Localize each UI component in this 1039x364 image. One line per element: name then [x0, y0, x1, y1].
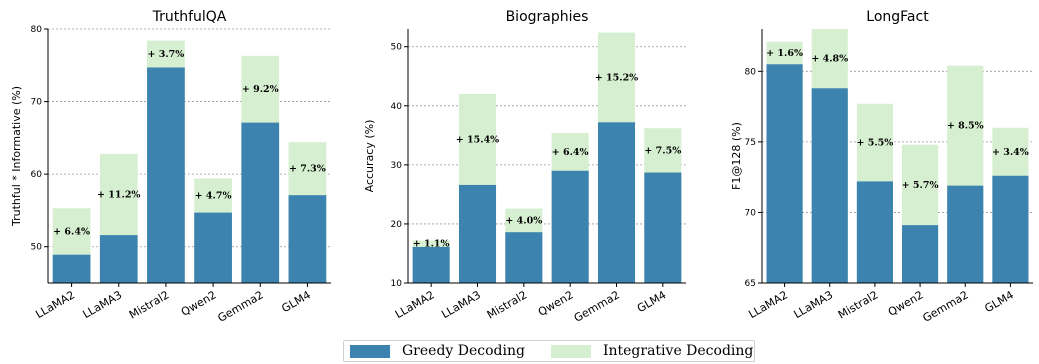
panel3-delta-label-qwen2: + 5.7% [902, 180, 939, 191]
panel2-xtick-label-llama2: LLaMA2 [393, 288, 437, 321]
panel2-delta-label-llama2: + 1.1% [413, 239, 450, 250]
panel2-xtick-label-llama3: LLaMA3 [439, 288, 483, 321]
panel2-ytick-label: 20 [391, 220, 403, 230]
panel3-xtick-label-mistral2: Mistral2 [836, 288, 881, 321]
panel2-ylabel: Accuracy (%) [363, 120, 376, 193]
legend-label-greedy: Greedy Decoding [402, 343, 525, 359]
panel3-ytick-label: 80 [745, 67, 757, 77]
panel3-ytick-label: 65 [745, 279, 756, 289]
panel2-delta-label-qwen2: + 6.4% [552, 147, 589, 158]
panel1-delta-label-glm4: + 7.3% [289, 164, 326, 175]
panel3-bar-greedy-qwen2 [902, 225, 939, 283]
panel3-ylabel: F1@128 (%) [730, 122, 743, 190]
panel2-bar-greedy-llama3 [458, 184, 497, 283]
panel1-xtick-label-llama2: LLaMA2 [33, 288, 77, 321]
panel1-xtick-label-qwen2: Qwen2 [179, 288, 219, 318]
panel3-ytick-label: 70 [745, 208, 757, 218]
panel2-ytick-label: 10 [391, 279, 403, 289]
panel3-xtick-label-qwen2: Qwen2 [886, 288, 926, 318]
panel3-bar-greedy-llama2 [766, 64, 803, 284]
panel3-xtick-label-llama3: LLaMA3 [791, 288, 835, 321]
panel2-delta-label-llama3: + 15.4% [456, 134, 499, 145]
panel3-title: LongFact [866, 9, 929, 25]
legend-label-integrative: Integrative Decoding [602, 343, 754, 359]
panel1-ylabel: Truthful * Informative (%) [10, 86, 23, 227]
legend: Greedy Decoding Integrative Decoding [343, 340, 755, 362]
panel2-xtick-label-mistral2: Mistral2 [485, 288, 530, 321]
panel1-delta-label-llama3: + 11.2% [97, 189, 140, 200]
panel3-delta-label-mistral2: + 5.5% [857, 138, 894, 149]
panel1-delta-label-qwen2: + 4.7% [195, 191, 232, 202]
panel2-bar-greedy-mistral2 [505, 232, 543, 283]
panel1-bar-greedy-mistral2 [147, 67, 185, 283]
panel3-xtick-label-llama2: LLaMA2 [746, 288, 790, 321]
panel1-xtick-label-glm4: GLM4 [279, 288, 312, 315]
panel2-delta-label-gemma2: + 15.2% [595, 72, 638, 83]
panel3-bar-greedy-llama3 [811, 88, 848, 284]
legend-item-integrative: Integrative Decoding [550, 343, 754, 359]
panel2-bar-greedy-glm4 [644, 172, 682, 283]
panel2-title: Biographies [506, 9, 589, 25]
panel3-bar-greedy-glm4 [992, 175, 1029, 283]
panel2-delta-label-mistral2: + 4.0% [505, 215, 542, 226]
panel1-delta-label-llama2: + 6.4% [53, 226, 90, 237]
panel2-xtick-label-gemma2: Gemma2 [572, 288, 622, 324]
panel2-bar-greedy-qwen2 [551, 170, 589, 283]
panel1-bar-greedy-qwen2 [194, 212, 232, 283]
panel3-delta-label-glm4: + 3.4% [992, 147, 1029, 158]
panel1-ytick-label: 80 [31, 25, 43, 35]
legend-item-greedy: Greedy Decoding [350, 343, 525, 359]
panel3-bar-greedy-mistral2 [856, 181, 893, 283]
panel3-bar-greedy-gemma2 [947, 185, 984, 283]
panel1-ytick-label: 70 [31, 98, 43, 108]
panel2-delta-label-glm4: + 7.5% [644, 145, 681, 156]
panel1-bar-greedy-glm4 [288, 195, 327, 283]
panel1-bar-greedy-gemma2 [241, 122, 280, 283]
panel2-xtick-label-glm4: GLM4 [635, 288, 668, 315]
panel3-xtick-label-gemma2: Gemma2 [921, 288, 971, 324]
panel2-ytick-label: 30 [391, 161, 403, 171]
panel1-ytick-label: 60 [31, 170, 43, 180]
panel3-delta-label-llama3: + 4.8% [811, 54, 848, 65]
panel1-title: TruthfulQA [152, 9, 227, 25]
panel3-delta-label-llama2: + 1.6% [766, 48, 803, 59]
panel2-bar-greedy-llama2 [412, 246, 450, 283]
panel1-xtick-label-llama3: LLaMA3 [80, 288, 124, 321]
panel1-delta-label-gemma2: + 9.2% [242, 84, 279, 95]
panel2-xtick-label-qwen2: Qwen2 [536, 288, 576, 318]
panel1-delta-label-mistral2: + 3.7% [148, 49, 185, 60]
panel1-bar-greedy-llama2 [52, 254, 91, 283]
panel1-ytick-label: 50 [31, 243, 43, 253]
panel2-ytick-label: 40 [391, 102, 403, 112]
panel1-xtick-label-mistral2: Mistral2 [127, 288, 172, 321]
panel3-xtick-label-glm4: GLM4 [982, 288, 1015, 315]
legend-swatch-greedy [350, 344, 390, 358]
panel1-xtick-label-gemma2: Gemma2 [216, 288, 266, 324]
panel3-ytick-label: 75 [745, 138, 756, 148]
legend-swatch-integrative [550, 344, 591, 358]
panel3-delta-label-gemma2: + 8.5% [947, 121, 984, 132]
panel2-bar-greedy-gemma2 [597, 122, 636, 283]
panel1-bar-greedy-llama3 [99, 235, 138, 283]
panel2-ytick-label: 50 [391, 43, 403, 53]
